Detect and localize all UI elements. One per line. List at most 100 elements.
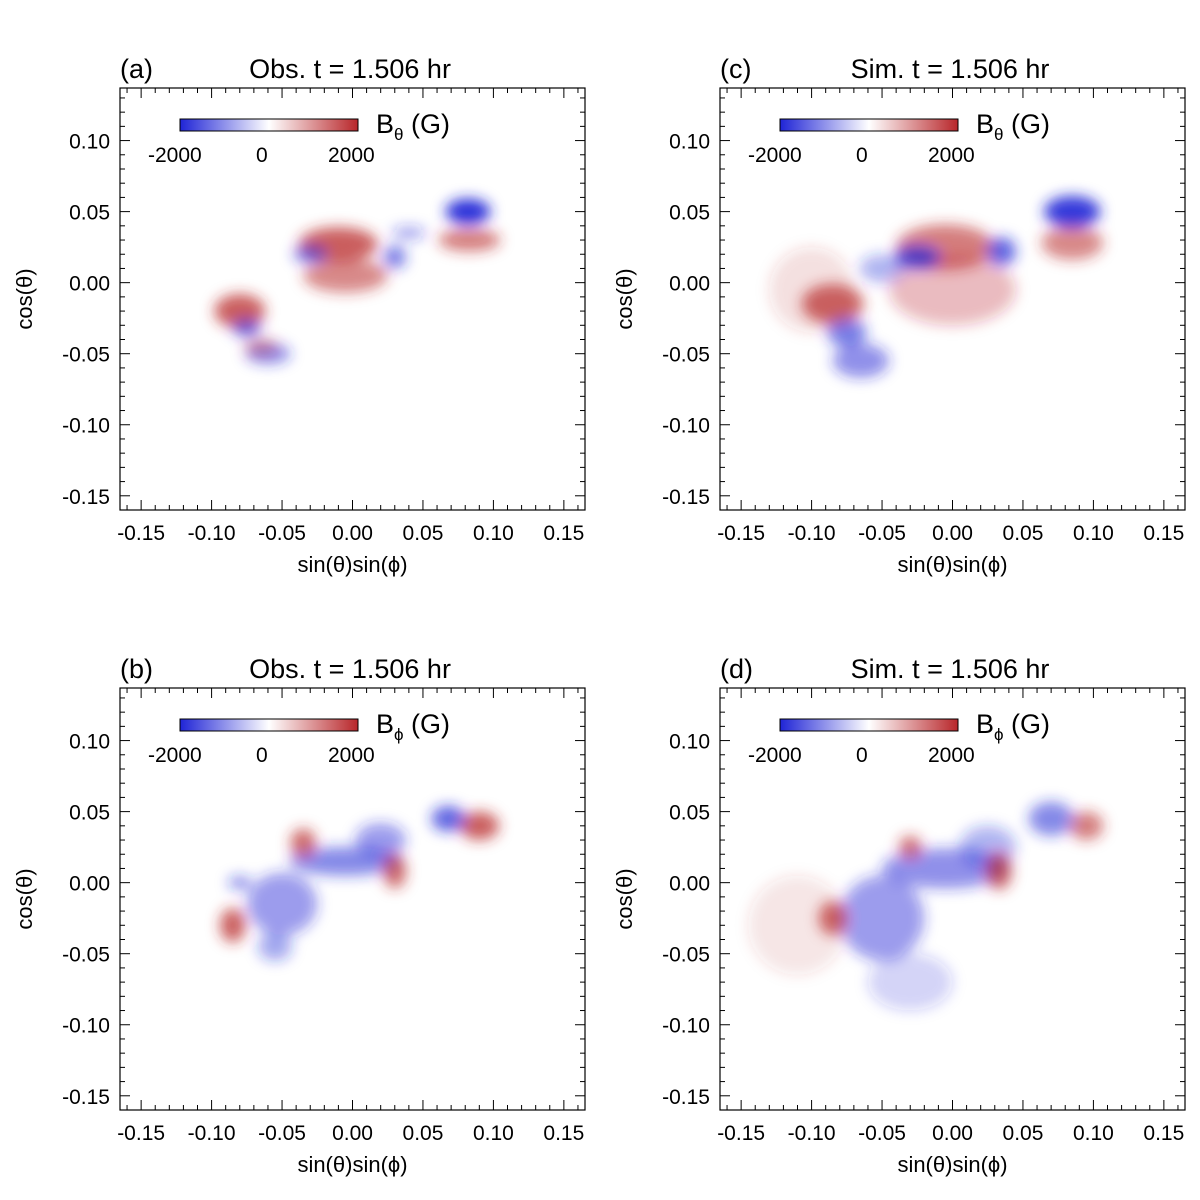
y-axis-label: cos(θ) <box>12 868 37 929</box>
x-tick-label: -0.15 <box>117 1122 165 1145</box>
negative-field-patch <box>445 198 491 225</box>
x-tick-label: 0.05 <box>403 522 444 545</box>
x-tick-label: 0.15 <box>1143 522 1184 545</box>
colorbar-gradient <box>179 718 359 732</box>
positive-field-patch <box>383 854 407 889</box>
colorbar-gradient <box>779 718 959 732</box>
y-tick-label: -0.15 <box>662 486 710 509</box>
colorbar-title: Bϕ (G) <box>376 709 450 744</box>
x-tick-label: 0.00 <box>932 1122 973 1145</box>
x-tick-label: 0.05 <box>1003 1122 1044 1145</box>
y-tick-label: -0.10 <box>62 415 110 438</box>
colorbar-gradient <box>779 118 959 132</box>
y-tick-label: -0.15 <box>662 1086 710 1109</box>
x-tick-label: 0.15 <box>543 522 584 545</box>
y-tick-label: 0.00 <box>669 273 710 296</box>
positive-field-patch <box>769 247 854 333</box>
y-tick-label: 0.10 <box>669 731 710 754</box>
panel-a: -0.15 -0.10 -0.05 0.00 0.05 0.10 0.15 0.10 0.05 0… <box>12 54 586 577</box>
colorbar-tick-label: 2000 <box>328 144 375 167</box>
positive-field-patch <box>290 828 316 858</box>
y-tick-label: -0.05 <box>662 344 710 367</box>
x-tick-label: -0.15 <box>717 522 765 545</box>
negative-field-patch <box>391 227 426 239</box>
negative-field-patch <box>1028 801 1074 836</box>
positive-field-patch <box>889 254 1016 326</box>
negative-field-patch <box>827 318 867 347</box>
panel-title: Sim. t = 1.506 hr <box>851 54 1050 84</box>
y-axis-label: cos(θ) <box>612 868 637 929</box>
negative-field-patch <box>839 875 925 961</box>
x-tick-label: 0.05 <box>1003 522 1044 545</box>
colorbar-tick-label: 0 <box>256 744 268 767</box>
colorbar-tick-label: 2000 <box>328 744 375 767</box>
y-tick-label: 0.05 <box>69 202 110 225</box>
colorbar-tick-label: -2000 <box>148 144 202 167</box>
positive-field-patch <box>748 875 847 976</box>
y-tick-label: -0.05 <box>62 944 110 967</box>
x-tick-label: -0.05 <box>858 1122 906 1145</box>
panel-label: (c) <box>720 54 751 84</box>
negative-field-patch <box>293 245 328 263</box>
negative-field-patch <box>355 822 407 858</box>
y-tick-label: -0.10 <box>662 1015 710 1038</box>
y-tick-label: 0.05 <box>669 202 710 225</box>
x-tick-label: 0.10 <box>473 522 514 545</box>
colorbar-title: Bϕ (G) <box>976 709 1050 744</box>
x-tick-label: 0.00 <box>332 1122 373 1145</box>
colorbar-title: Bθ (G) <box>376 109 450 144</box>
colorbar-tick-label: 2000 <box>928 144 975 167</box>
negative-field-patch <box>987 237 1016 266</box>
colorbar-tick-label: -2000 <box>148 744 202 767</box>
panel-c: -0.15 -0.10 -0.05 0.00 0.05 0.10 0.15 0.10 0.05 0… <box>612 54 1186 577</box>
negative-field-patch <box>383 245 407 269</box>
negative-field-patch <box>232 319 261 337</box>
positive-field-patch <box>898 835 922 859</box>
x-axis-label: sin(θ)sin(ϕ) <box>897 552 1007 577</box>
y-axis-label: cos(θ) <box>12 268 37 329</box>
x-tick-label: -0.05 <box>258 522 306 545</box>
colorbar-tick-label: 0 <box>856 744 868 767</box>
x-tick-label: -0.10 <box>788 522 836 545</box>
panel-title: Obs. t = 1.506 hr <box>249 654 451 684</box>
y-tick-label: -0.10 <box>662 415 710 438</box>
x-tick-label: 0.10 <box>1073 522 1114 545</box>
y-tick-label: 0.00 <box>69 273 110 296</box>
negative-field-patch <box>894 245 940 269</box>
y-tick-label: -0.15 <box>62 486 110 509</box>
y-tick-label: -0.05 <box>62 344 110 367</box>
negative-field-patch <box>228 876 252 889</box>
x-tick-label: -0.10 <box>188 522 236 545</box>
panel-label: (a) <box>120 54 153 84</box>
x-axis-label: sin(θ)sin(ϕ) <box>897 1152 1007 1177</box>
panel-b: -0.15 -0.10 -0.05 0.00 0.05 0.10 0.15 0.10 0.05 0… <box>12 654 586 1177</box>
heatmap <box>720 688 1185 1110</box>
negative-field-patch <box>867 953 953 1011</box>
x-axis-label: sin(θ)sin(ϕ) <box>297 552 407 577</box>
positive-field-patch <box>214 294 266 329</box>
x-tick-label: 0.15 <box>543 1122 584 1145</box>
x-tick-label: 0.05 <box>403 1122 444 1145</box>
positive-field-patch <box>1069 811 1104 841</box>
panel-label: (d) <box>720 654 753 684</box>
heatmap <box>720 88 1185 510</box>
colorbar-tick-label: 0 <box>256 144 268 167</box>
y-axis-label: cos(θ) <box>612 268 637 329</box>
x-axis-label: sin(θ)sin(ϕ) <box>297 1152 407 1177</box>
negative-field-patch <box>859 254 905 283</box>
panel-d: -0.15 -0.10 -0.05 0.00 0.05 0.10 0.15 0.10 0.05 0… <box>612 654 1186 1177</box>
colorbar-tick-label: -2000 <box>748 144 802 167</box>
positive-field-patch <box>303 258 388 293</box>
panel-title: Sim. t = 1.506 hr <box>851 654 1050 684</box>
positive-field-patch <box>986 852 1012 890</box>
negative-field-patch <box>1044 195 1101 228</box>
heatmap <box>120 688 585 1110</box>
x-tick-label: 0.10 <box>1073 1122 1114 1145</box>
y-tick-label: 0.00 <box>669 873 710 896</box>
y-tick-label: -0.05 <box>662 944 710 967</box>
